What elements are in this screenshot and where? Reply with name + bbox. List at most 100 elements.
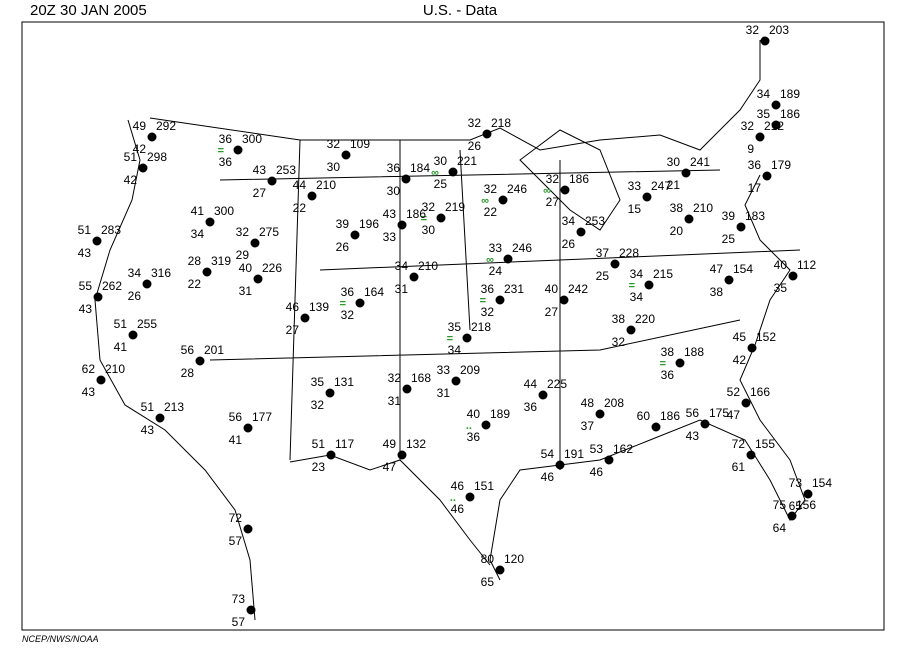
station-marker (205, 217, 215, 227)
dewpoint: 36 (467, 430, 481, 444)
temperature: 56 (181, 343, 195, 357)
station-marker (341, 150, 351, 160)
dewpoint: 41 (229, 433, 243, 447)
temperature: 46 (451, 479, 465, 493)
station-marker (96, 375, 106, 385)
station-marker (626, 325, 636, 335)
dewpoint: 42 (733, 353, 747, 367)
dewpoint: 32 (612, 335, 626, 349)
pressure: 186 (569, 172, 589, 186)
pressure: 319 (211, 254, 231, 268)
dewpoint: 47 (727, 408, 741, 422)
pressure: 298 (147, 150, 167, 164)
dewpoint: 25 (722, 232, 736, 246)
dewpoint: 64 (773, 521, 787, 535)
temperature: 62 (82, 362, 96, 376)
station-marker (495, 295, 505, 305)
map-title: U.S. - Data (423, 2, 498, 19)
dewpoint: 57 (229, 534, 243, 548)
dewpoint: 15 (628, 202, 642, 216)
pressure: 219 (445, 200, 465, 214)
pressure: 226 (262, 261, 282, 275)
station-marker (397, 450, 407, 460)
temperature: 34 (757, 87, 771, 101)
dewpoint: 31 (437, 386, 451, 400)
pressure: 188 (684, 345, 704, 359)
station-marker (300, 313, 310, 323)
dewpoint: 22 (293, 201, 307, 215)
dewpoint: 26 (336, 240, 350, 254)
temperature: 48 (581, 396, 595, 410)
temperature: 35 (311, 375, 325, 389)
weather-symbol: = (421, 213, 427, 225)
dewpoint: 27 (286, 323, 300, 337)
temperature: 41 (191, 204, 205, 218)
pressure: 183 (745, 209, 765, 223)
pressure: 184 (410, 161, 430, 175)
station-marker (771, 100, 781, 110)
station-marker (253, 274, 263, 284)
dewpoint: 30 (422, 223, 436, 237)
station-marker (755, 132, 765, 142)
dewpoint: 24 (489, 264, 503, 278)
pressure: 300 (242, 132, 262, 146)
pressure: 203 (769, 23, 789, 37)
temperature: 36 (481, 282, 495, 296)
pressure: 210 (105, 362, 125, 376)
temperature: 36 (219, 132, 233, 146)
pressure: 201 (204, 343, 224, 357)
station-marker (147, 132, 157, 142)
dewpoint: 43 (78, 246, 92, 260)
pressure: 120 (504, 552, 524, 566)
pressure: 209 (460, 363, 480, 377)
dewpoint: 47 (383, 460, 397, 474)
dewpoint: 33 (383, 230, 397, 244)
pressure: 189 (780, 87, 800, 101)
pressure: 179 (771, 158, 791, 172)
dewpoint: 46 (590, 465, 604, 479)
station-marker (604, 455, 614, 465)
pressure: 186 (780, 107, 800, 121)
pressure: 225 (547, 377, 567, 391)
weather-symbol: = (340, 298, 346, 310)
dewpoint: 36 (219, 155, 233, 169)
temperature: 28 (188, 254, 202, 268)
pressure: 166 (750, 385, 770, 399)
pressure: 242 (568, 282, 588, 296)
pressure: 255 (137, 317, 157, 331)
dewpoint: 34 (191, 227, 205, 241)
dewpoint: 31 (395, 282, 409, 296)
pressure: 215 (653, 267, 673, 281)
temperature: 34 (630, 267, 644, 281)
dewpoint: 65 (481, 575, 495, 589)
temperature: 40 (467, 407, 481, 421)
pressure: 175 (709, 406, 729, 420)
pressure: 300 (214, 204, 234, 218)
dewpoint: 43 (686, 429, 700, 443)
pressure: 228 (619, 246, 639, 260)
pressure: 117 (335, 437, 354, 451)
station-marker (267, 176, 277, 186)
station-marker (538, 390, 548, 400)
dewpoint: 32 (341, 308, 355, 322)
dewpoint: 46 (451, 502, 465, 516)
dewpoint: 57 (232, 615, 246, 629)
station-marker (576, 227, 586, 237)
weather-symbol: .. (466, 420, 472, 432)
temperature: 49 (383, 437, 397, 451)
dewpoint: 31 (239, 284, 253, 298)
temperature: 38 (670, 201, 684, 215)
pressure: 275 (259, 225, 279, 239)
pressure: 208 (604, 396, 624, 410)
station-marker (402, 384, 412, 394)
pressure: 246 (507, 182, 527, 196)
station-marker (495, 565, 505, 575)
station-marker (771, 120, 781, 130)
station-marker (741, 398, 751, 408)
temperature: 32 (546, 172, 560, 186)
temperature: 51 (312, 437, 326, 451)
temperature: 56 (229, 410, 243, 424)
temperature: 43 (383, 207, 397, 221)
temperature: 32 (388, 371, 402, 385)
